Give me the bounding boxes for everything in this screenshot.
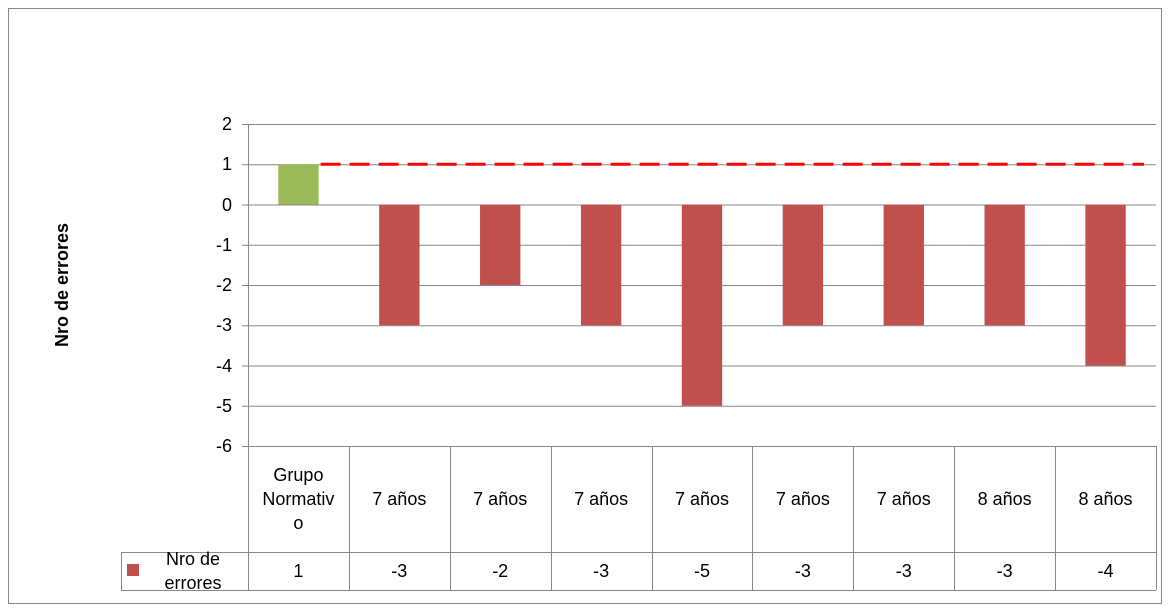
bar xyxy=(984,204,1025,326)
x-tick-label: 7 años xyxy=(775,489,830,509)
legend-label: Nro de errores xyxy=(164,549,222,593)
bar xyxy=(681,204,723,406)
x-tick-label: 7 años xyxy=(473,489,528,509)
x-tick-label: 7 años xyxy=(574,489,629,509)
y-tick-label: 2 xyxy=(221,114,232,134)
y-tick-label: -3 xyxy=(215,315,232,336)
bar xyxy=(883,204,924,326)
bar xyxy=(278,164,319,205)
table-value: -3 xyxy=(391,561,408,581)
bar xyxy=(782,204,824,326)
bar xyxy=(580,204,622,326)
table-value: -3 xyxy=(593,561,610,581)
y-tick-label: 0 xyxy=(221,194,232,215)
y-axis-title: Nro de errores xyxy=(52,222,72,348)
table-value: 1 xyxy=(293,561,304,581)
x-tick-label: 7 años xyxy=(372,489,427,509)
bar xyxy=(379,204,420,326)
table-value: -4 xyxy=(1097,561,1114,581)
y-tick-label: -6 xyxy=(215,436,232,456)
legend-key xyxy=(127,564,139,576)
table-value: -3 xyxy=(794,561,811,581)
x-tick-label: 8 años xyxy=(977,489,1032,509)
y-tick-label: -4 xyxy=(215,355,232,376)
table-value: -3 xyxy=(895,561,912,581)
y-tick-label: -2 xyxy=(215,275,232,295)
x-tick-label: 8 años xyxy=(1078,489,1133,509)
x-tick-label: Grupo Normativo xyxy=(262,465,335,533)
table-value: -5 xyxy=(693,561,710,581)
y-tick-label: -1 xyxy=(215,234,232,255)
x-tick-label: 7 años xyxy=(876,489,931,509)
table-value: -3 xyxy=(996,561,1013,581)
y-tick-label: 1 xyxy=(221,154,232,175)
y-tick-label: -5 xyxy=(215,395,232,416)
bar xyxy=(1085,204,1126,366)
bar xyxy=(480,204,521,285)
table-value: -2 xyxy=(492,561,509,581)
x-tick-label: 7 años xyxy=(674,489,729,509)
